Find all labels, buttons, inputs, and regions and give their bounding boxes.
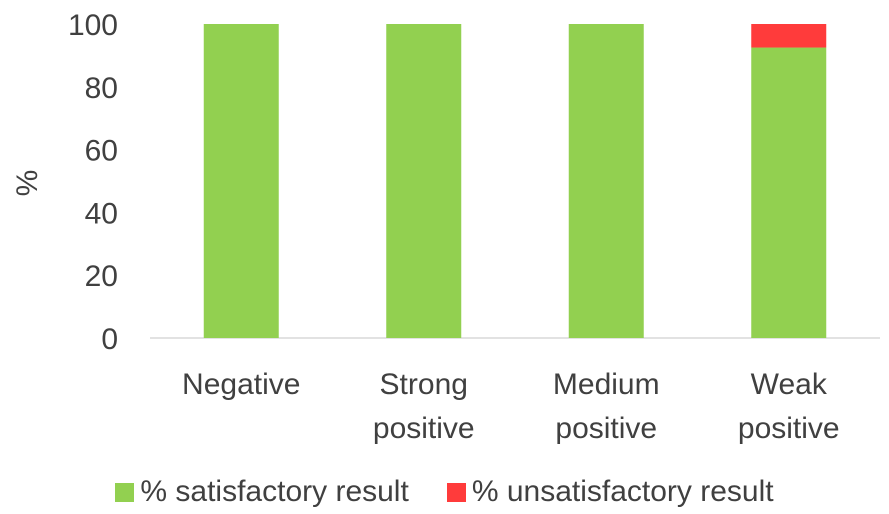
y-tick-label: 20 [85, 260, 118, 293]
legend-label-unsatisfactory: % unsatisfactory result [471, 475, 774, 508]
y-tick-label: 80 [85, 72, 118, 105]
bar-satisfactory [203, 24, 279, 338]
x-category-label: Weak positive [738, 368, 840, 445]
y-tick-label: 40 [85, 197, 118, 230]
bar-satisfactory [751, 47, 827, 339]
bar-satisfactory [386, 24, 462, 338]
x-category-label: Medium positive [553, 368, 660, 445]
legend-swatch-unsatisfactory [446, 482, 466, 502]
x-category-label: Strong positive [373, 368, 475, 445]
legend-item-satisfactory: % satisfactory result [115, 475, 409, 509]
legend-swatch-satisfactory [115, 482, 135, 502]
bar-unsatisfactory [751, 24, 827, 48]
y-tick-label: 0 [101, 323, 118, 356]
legend: % satisfactory result % unsatisfactory r… [0, 472, 889, 512]
stacked-bar-chart: % 0 20 40 60 80 100 Negative Strong positive Med… [11, 9, 880, 445]
y-axis-title: % [11, 170, 44, 197]
y-tick-label: 60 [85, 135, 118, 168]
x-category-label: Negative [182, 368, 300, 401]
legend-item-unsatisfactory: % unsatisfactory result [446, 475, 774, 509]
legend-label-satisfactory: % satisfactory result [140, 475, 409, 508]
bar-satisfactory [568, 24, 644, 338]
y-tick-label: 100 [68, 9, 118, 42]
